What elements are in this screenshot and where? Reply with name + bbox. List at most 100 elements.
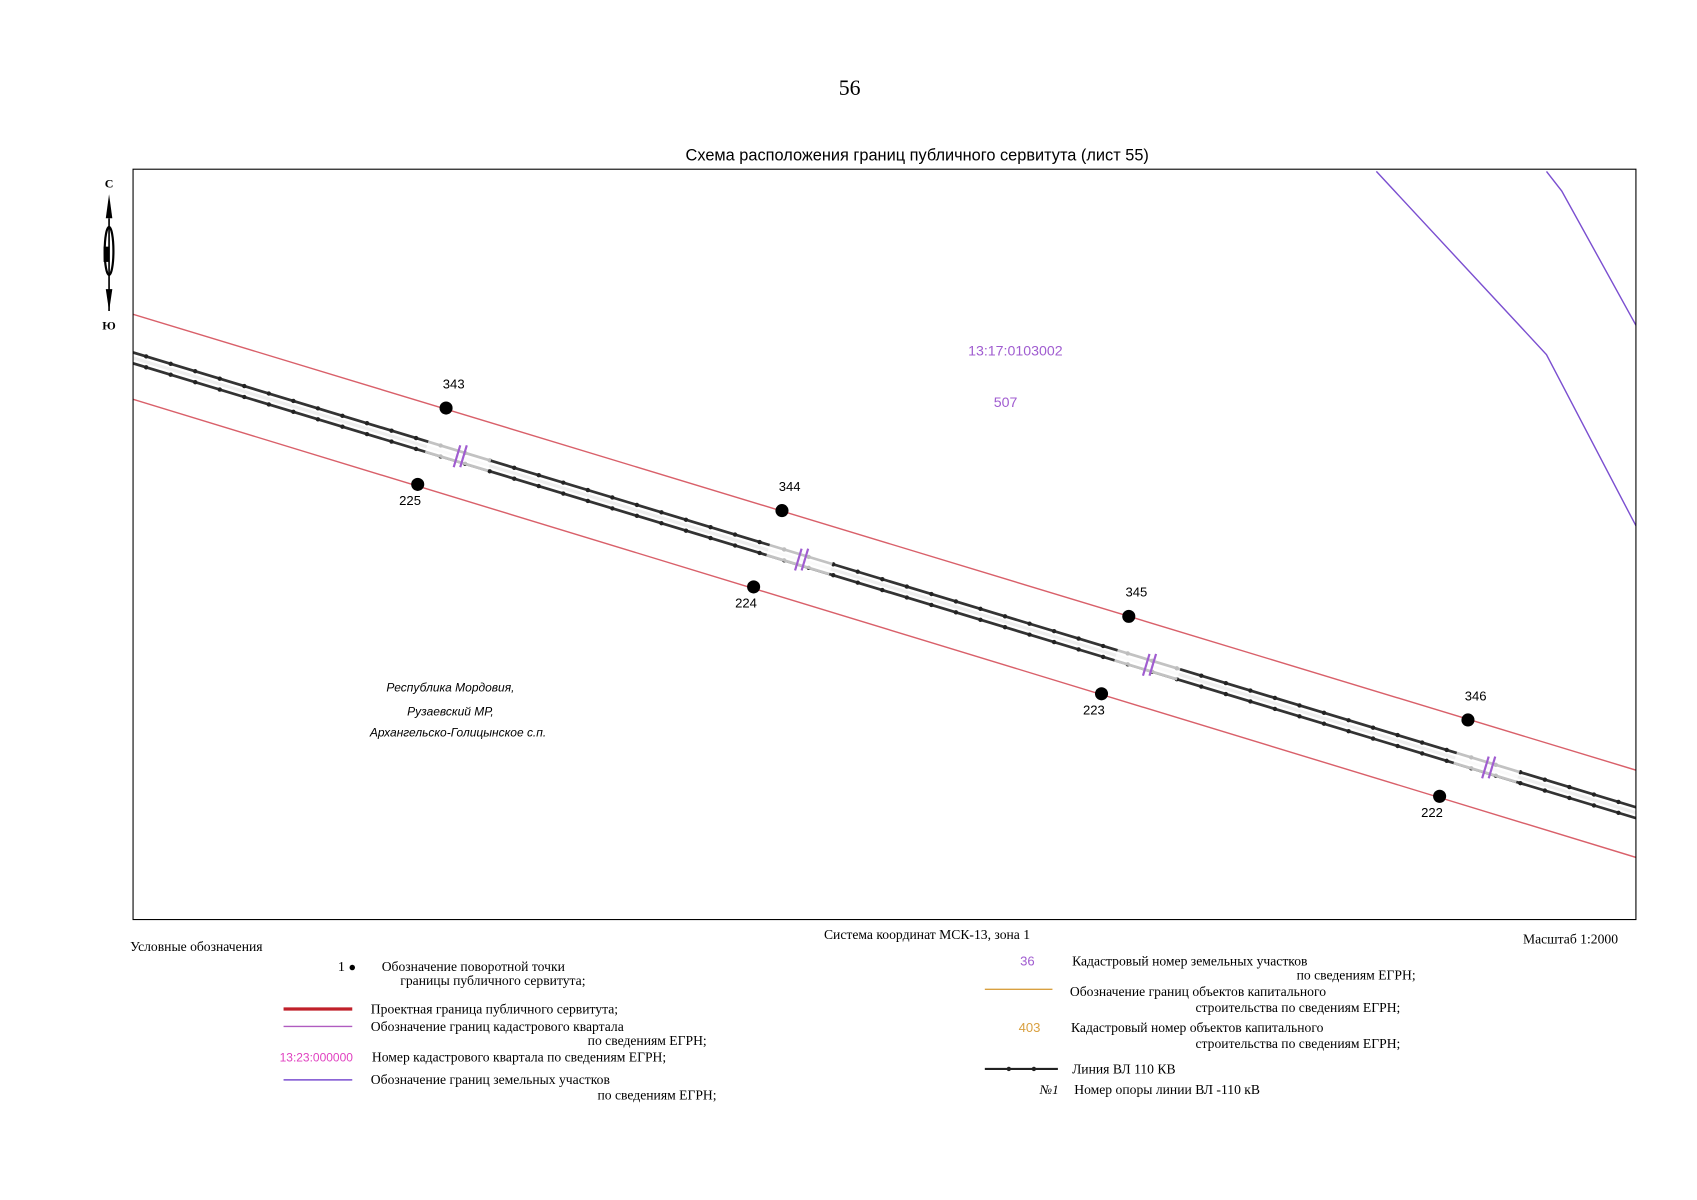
line-dot	[1395, 732, 1400, 738]
line-dot	[634, 513, 640, 518]
line-dot	[831, 573, 836, 578]
line-dot	[929, 602, 934, 608]
line-dot	[561, 480, 566, 485]
line-dot	[732, 543, 738, 548]
line-dot	[1542, 777, 1548, 782]
map: 13:17:0103002 507 Республика Мордовия, Р…	[132, 168, 1637, 921]
line-dot	[1321, 710, 1327, 716]
line-dot	[1076, 636, 1081, 641]
line-dot	[242, 394, 247, 400]
legend-text: Кадастровый номер земельных участков	[1072, 953, 1307, 968]
line-dot	[1199, 673, 1204, 678]
line-dot	[487, 469, 492, 474]
legend-symbol: 1	[338, 959, 345, 975]
point-label: 344	[779, 479, 801, 494]
north-label: С	[105, 177, 114, 191]
legend-text: Линия ВЛ 110 КВ	[1072, 1061, 1176, 1076]
legend-text: границы публичного сервитута;	[400, 973, 585, 988]
map-frame	[132, 168, 1637, 921]
line-dot	[217, 387, 222, 392]
turning-point	[1461, 713, 1475, 727]
line-dot	[315, 406, 321, 411]
turning-point	[747, 580, 761, 594]
point-label: 224	[735, 596, 757, 611]
line-dot	[1248, 688, 1253, 693]
line-dot	[512, 476, 517, 481]
line-dot	[978, 606, 983, 612]
line-dot	[659, 510, 664, 515]
turning-point	[1122, 609, 1136, 623]
power-line	[133, 351, 1636, 809]
line-dot	[1370, 725, 1376, 730]
line-dot	[266, 402, 272, 407]
legend-text: Проектная граница публичного сервитута;	[371, 1001, 618, 1016]
line-dot	[1297, 714, 1302, 719]
line-dot	[1002, 625, 1008, 630]
point-label: 345	[1126, 585, 1148, 600]
line-dot	[1027, 632, 1032, 637]
parcel-boundary	[1375, 170, 1636, 527]
line-dot	[561, 491, 566, 496]
legend-text: строительства по сведениям ЕГРН;	[1195, 1036, 1400, 1051]
line-dot	[364, 421, 370, 426]
line-dot	[1591, 792, 1597, 797]
tower-marker	[459, 445, 468, 468]
line-dot	[683, 517, 689, 522]
line-dot	[266, 391, 272, 396]
line-dot	[340, 424, 345, 429]
point-label: 346	[1465, 688, 1487, 703]
line-dot	[291, 398, 296, 404]
map-title: Схема расположения границ публичного сер…	[686, 146, 1149, 164]
legend-text: по сведениям ЕГРН;	[597, 1088, 716, 1103]
tower-marker	[794, 548, 803, 571]
line-dot	[1100, 643, 1106, 649]
power-line	[133, 362, 1636, 820]
south-label: Ю	[102, 319, 115, 333]
line-dot	[953, 599, 959, 604]
legend-text: Номер опоры линии ВЛ -110 кВ	[1074, 1082, 1260, 1097]
parcel-boundary	[1545, 170, 1636, 326]
line-dot	[610, 495, 615, 500]
legend-text: по сведениям ЕГРН;	[588, 1033, 707, 1048]
line-dot	[1199, 684, 1204, 689]
line-dot	[1051, 639, 1057, 645]
line-dot	[1223, 680, 1229, 686]
legend-text: Обозначение поворотной точки	[382, 959, 565, 974]
legend-text: Кадастровый номер объектов капитального	[1071, 1020, 1324, 1035]
line-dot	[1346, 728, 1351, 734]
legend-text: Обозначение границ объектов капитального	[1070, 984, 1326, 999]
line-dot	[1370, 736, 1376, 741]
legend-title: Условные обозначения	[130, 939, 263, 954]
north-arrow: С Ю	[102, 177, 115, 333]
line-dot	[585, 498, 591, 504]
line-dot	[143, 354, 149, 359]
line-dot	[193, 379, 198, 385]
turning-point	[411, 477, 425, 491]
region-label: Республика Мордовия,	[386, 681, 514, 695]
legend-symbol: №1	[1039, 1082, 1059, 1097]
line-dot	[1297, 703, 1302, 708]
tower-marker	[1487, 756, 1497, 779]
line-dot	[536, 483, 541, 489]
line-dot	[315, 417, 321, 422]
line-dot	[732, 532, 738, 537]
line-dot	[1567, 784, 1572, 790]
line-dot	[708, 525, 713, 530]
line-dot	[610, 506, 615, 511]
line-dot	[1444, 758, 1449, 764]
line-dot	[585, 487, 591, 493]
line-dot	[757, 550, 762, 556]
legend-text: Обозначение границ земельных участков	[371, 1072, 610, 1087]
line-dot	[143, 365, 149, 370]
line-dot	[340, 413, 345, 418]
line-dot	[1591, 803, 1597, 808]
line-dot	[1100, 654, 1106, 660]
legend-symbol: 36	[1020, 953, 1035, 968]
power-line	[133, 356, 1636, 815]
line-dot	[855, 569, 860, 574]
line-dot	[1248, 699, 1253, 704]
line-dot	[683, 528, 689, 533]
line-dot	[389, 439, 394, 444]
